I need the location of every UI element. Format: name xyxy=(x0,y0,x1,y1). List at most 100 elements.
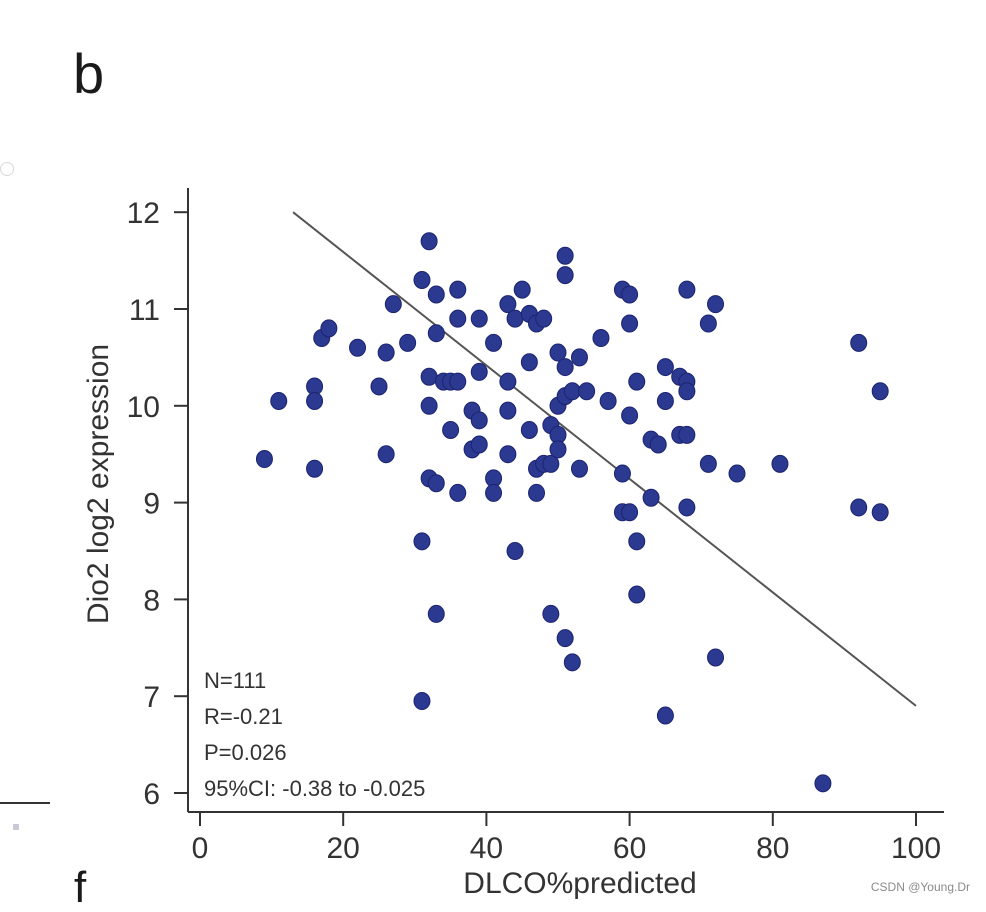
data-point xyxy=(470,435,488,454)
data-point xyxy=(707,648,725,667)
data-point xyxy=(349,338,367,357)
data-point xyxy=(850,333,868,352)
data-point xyxy=(399,333,417,352)
x-axis-title: DLCO%predicted xyxy=(463,867,696,900)
data-point xyxy=(570,459,588,478)
data-point xyxy=(442,421,460,439)
data-point xyxy=(549,343,567,362)
data-point xyxy=(535,309,553,328)
data-point xyxy=(377,445,395,464)
data-point xyxy=(628,532,646,551)
data-point xyxy=(642,488,660,507)
data-point xyxy=(513,280,531,299)
data-point xyxy=(413,692,431,711)
data-point xyxy=(871,382,889,401)
data-point xyxy=(556,358,574,377)
data-point xyxy=(656,391,674,410)
adjacent-panel-fragment xyxy=(0,162,14,176)
data-point xyxy=(320,319,338,338)
data-point xyxy=(449,372,467,391)
data-point xyxy=(649,435,667,454)
data-point xyxy=(556,246,574,265)
data-point xyxy=(656,706,674,725)
data-point xyxy=(470,411,488,430)
y-tick-label: 8 xyxy=(143,584,160,617)
data-point xyxy=(578,382,596,401)
data-point xyxy=(499,295,517,314)
data-point xyxy=(499,372,517,391)
y-tick-label: 11 xyxy=(129,294,160,327)
y-tick-label: 12 xyxy=(127,197,160,230)
data-point xyxy=(413,270,431,289)
x-tick-label: 40 xyxy=(470,832,503,865)
axes: 6 7 8 9 10 11 12 0 20 40 60 80 100 xyxy=(127,188,944,865)
data-point xyxy=(599,391,617,410)
data-point xyxy=(621,285,639,304)
data-point xyxy=(449,309,467,328)
data-point xyxy=(470,362,488,381)
data-point xyxy=(814,774,832,793)
data-point xyxy=(370,377,388,396)
data-point xyxy=(771,454,789,473)
data-point xyxy=(621,314,639,333)
data-point xyxy=(699,314,717,333)
x-tick-label: 80 xyxy=(756,832,789,865)
data-point xyxy=(506,542,524,560)
data-point xyxy=(470,309,488,328)
data-point xyxy=(420,232,438,251)
y-tick-label: 6 xyxy=(143,778,160,811)
stat-line: R=-0.21 xyxy=(204,704,283,729)
data-point xyxy=(306,459,324,478)
data-point xyxy=(563,653,581,672)
data-point xyxy=(520,421,538,439)
data-point xyxy=(871,503,889,522)
x-tick-label: 0 xyxy=(192,832,209,865)
adjacent-panel-marker-fragment xyxy=(13,824,19,830)
data-point xyxy=(678,425,696,444)
next-panel-label: f xyxy=(74,863,87,912)
data-point xyxy=(499,445,517,464)
data-point xyxy=(420,367,438,386)
data-point xyxy=(270,391,288,410)
data-point xyxy=(420,396,438,415)
stat-line: 95%CI: -0.38 to -0.025 xyxy=(204,776,425,801)
data-point xyxy=(384,295,402,314)
fit-line xyxy=(292,211,917,707)
data-point xyxy=(449,280,467,299)
data-point xyxy=(255,450,273,469)
data-point xyxy=(427,474,445,493)
data-point xyxy=(656,358,674,377)
data-point xyxy=(520,353,538,372)
data-point xyxy=(613,464,631,483)
y-tick-label: 9 xyxy=(143,488,160,521)
y-tick-label: 10 xyxy=(127,391,160,424)
data-point xyxy=(621,503,639,522)
data-point xyxy=(377,343,395,362)
data-point xyxy=(621,406,639,425)
data-point xyxy=(506,309,524,328)
x-tick-label: 20 xyxy=(327,832,360,865)
data-point xyxy=(678,498,696,517)
data-point xyxy=(306,391,324,410)
data-point xyxy=(413,532,431,551)
data-point xyxy=(549,440,567,459)
adjacent-panel-axis-fragment xyxy=(0,802,50,804)
data-point xyxy=(728,464,746,483)
y-axis-title: Dio2 log2 expression xyxy=(82,344,115,624)
data-point xyxy=(628,585,646,604)
regression-line xyxy=(292,211,917,707)
data-point xyxy=(485,333,503,352)
watermark: CSDN @Young.Dr xyxy=(870,880,970,894)
data-point xyxy=(485,483,503,502)
data-point xyxy=(563,382,581,401)
data-point xyxy=(592,329,610,348)
data-point xyxy=(556,629,574,648)
data-point xyxy=(678,280,696,299)
data-point xyxy=(528,483,546,502)
data-point xyxy=(699,454,717,473)
y-tick-label: 7 xyxy=(143,681,160,714)
data-point xyxy=(556,266,574,285)
panel-label: b xyxy=(73,42,105,105)
stat-line: N=111 xyxy=(204,668,266,693)
